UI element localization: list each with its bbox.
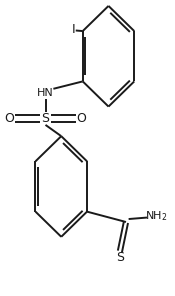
- Text: NH$_2$: NH$_2$: [145, 209, 168, 223]
- Text: S: S: [116, 251, 124, 264]
- Text: O: O: [5, 112, 15, 125]
- Text: HN: HN: [37, 88, 54, 98]
- Text: O: O: [76, 112, 86, 125]
- Text: S: S: [41, 112, 50, 125]
- Text: I: I: [71, 23, 75, 36]
